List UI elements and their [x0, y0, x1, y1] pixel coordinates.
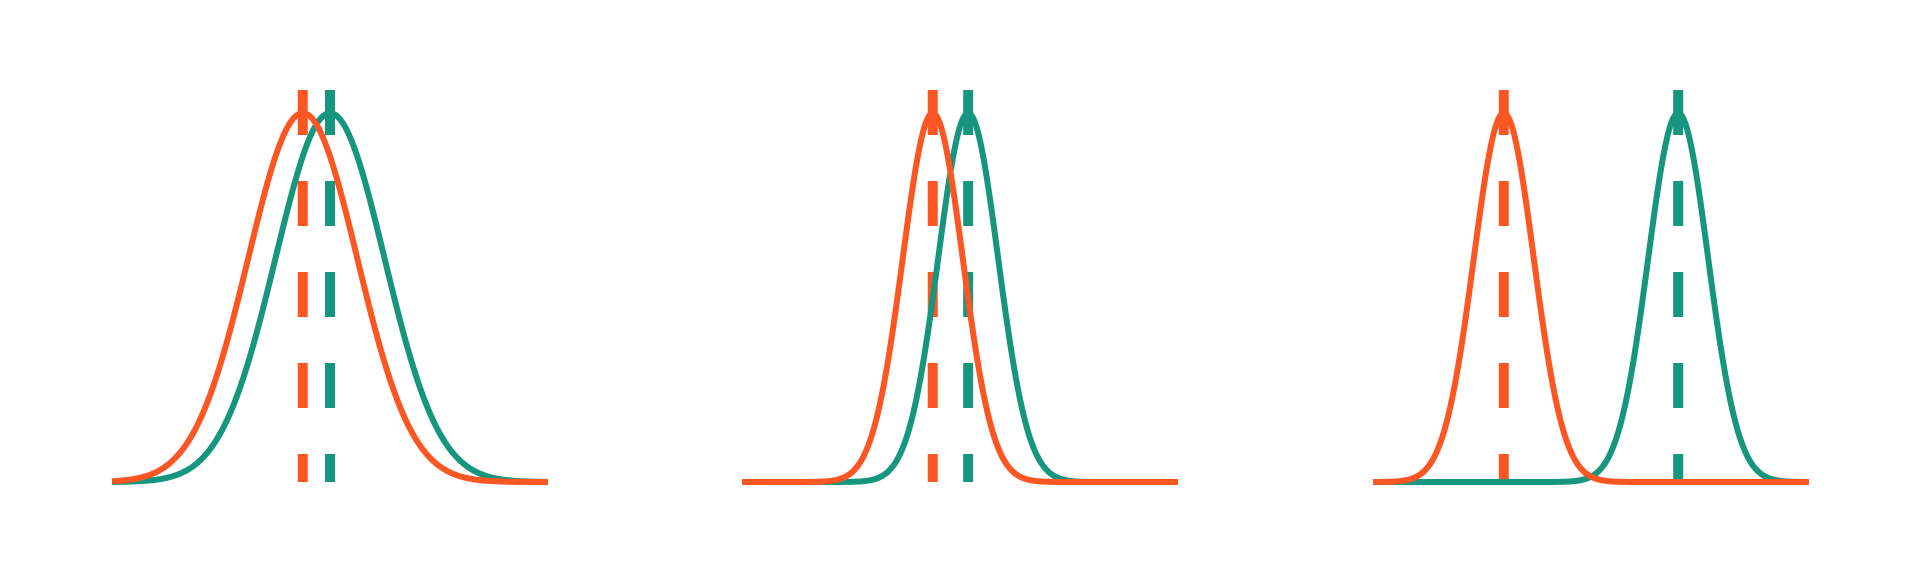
panel-3 [1371, 90, 1811, 485]
density-curve-teal [740, 110, 1180, 485]
density-curve-orange [1371, 110, 1811, 485]
panel-2 [740, 90, 1180, 485]
density-curve-teal [1371, 110, 1811, 485]
panel-1 [110, 90, 550, 485]
density-curve-orange [740, 110, 1180, 485]
density-curve-teal [110, 110, 550, 485]
density-curve-orange [110, 110, 550, 485]
